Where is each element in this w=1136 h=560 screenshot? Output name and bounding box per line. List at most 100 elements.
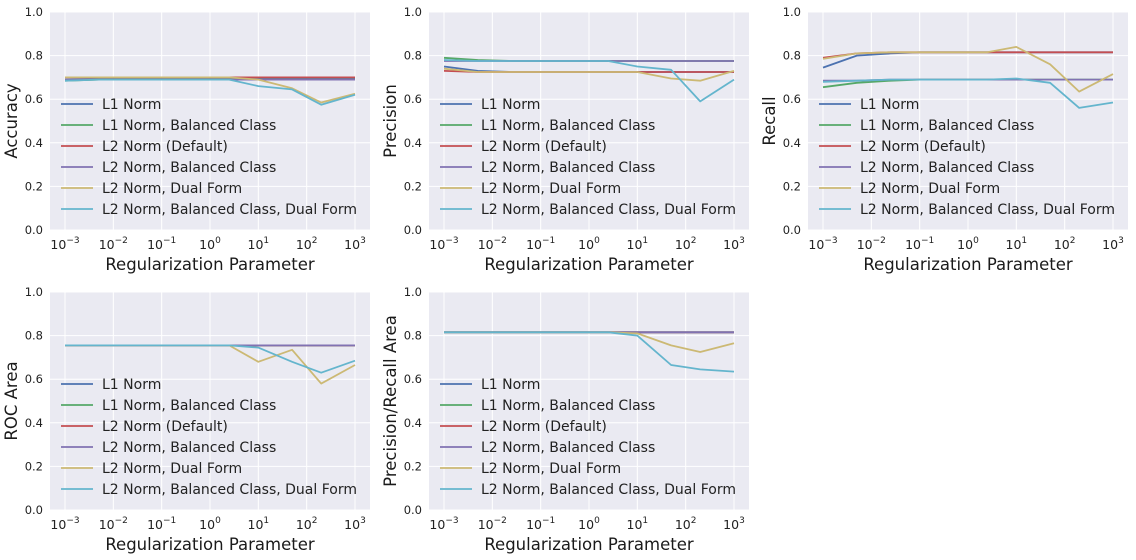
x-axis-label: Regularization Parameter bbox=[484, 535, 694, 554]
legend-label: L2 Norm, Balanced Class, Dual Form bbox=[481, 482, 736, 498]
x-tick-label: 101 bbox=[1006, 236, 1028, 252]
legend-label: L2 Norm, Dual Form bbox=[102, 181, 242, 197]
legend-label: L1 Norm bbox=[102, 97, 161, 113]
legend-label: L2 Norm, Dual Form bbox=[102, 461, 242, 477]
y-tick-label: 0.8 bbox=[783, 49, 801, 63]
y-axis-label: Precision/Recall Area bbox=[381, 315, 400, 487]
y-tick-label: 1.0 bbox=[404, 5, 422, 19]
x-tick-label: 100 bbox=[957, 236, 979, 252]
legend-label: L1 Norm bbox=[102, 377, 161, 393]
legend-label: L2 Norm, Dual Form bbox=[481, 461, 621, 477]
y-axis-label: Precision bbox=[381, 84, 400, 158]
x-tick-label: 10−3 bbox=[429, 236, 458, 252]
series-line bbox=[443, 67, 735, 82]
legend: L1 Norm L1 Norm, Balanced Class L2 Norm (D… bbox=[61, 377, 357, 498]
y-axis-label: ROC Area bbox=[2, 361, 21, 440]
legend-label: L2 Norm (Default) bbox=[860, 139, 986, 155]
x-tick-label: 10−1 bbox=[526, 236, 555, 252]
x-tick-label: 103 bbox=[723, 236, 745, 252]
x-tick-label: 103 bbox=[344, 516, 366, 532]
y-tick-label: 0.6 bbox=[25, 372, 43, 386]
y-tick-label: 0.6 bbox=[783, 92, 801, 106]
x-axis-label: Regularization Parameter bbox=[484, 255, 694, 274]
series-line bbox=[444, 331, 735, 373]
legend-label: L1 Norm, Balanced Class bbox=[481, 118, 655, 134]
x-tick-label: 10−2 bbox=[857, 236, 886, 252]
legend: L1 Norm L1 Norm, Balanced Class L2 Norm (D… bbox=[61, 97, 357, 218]
legend-label: L2 Norm, Balanced Class, Dual Form bbox=[102, 202, 357, 218]
y-tick-label: 1.0 bbox=[783, 5, 801, 19]
x-tick-label: 103 bbox=[344, 236, 366, 252]
x-tick-label: 10−3 bbox=[50, 236, 79, 252]
legend-label: L1 Norm bbox=[481, 97, 540, 113]
subplot-1: 0.0 0.2 0.4 0.6 0.8 1.0 10−3 10−2 10−1 100 101 102 1… bbox=[2, 5, 370, 274]
y-tick-label: 0.2 bbox=[783, 179, 801, 193]
legend: L1 Norm L1 Norm, Balanced Class L2 Norm (D… bbox=[440, 97, 736, 218]
legend-label: L2 Norm, Balanced Class, Dual Form bbox=[860, 202, 1115, 218]
x-axis-label: Regularization Parameter bbox=[863, 255, 1073, 274]
y-tick-label: 0.8 bbox=[25, 49, 43, 63]
subplot-3: 0.0 0.2 0.4 0.6 0.8 1.0 10−3 10−2 10−1 100 101 102 1… bbox=[760, 5, 1128, 274]
y-tick-label: 0.6 bbox=[404, 92, 422, 106]
y-tick-label: 1.0 bbox=[25, 285, 43, 299]
x-axis-label: Regularization Parameter bbox=[105, 535, 315, 554]
y-tick-label: 0.8 bbox=[404, 49, 422, 63]
legend: L1 Norm L1 Norm, Balanced Class L2 Norm (D… bbox=[819, 97, 1115, 218]
y-axis-label: Accuracy bbox=[2, 83, 21, 159]
x-tick-label: 102 bbox=[296, 516, 318, 532]
y-tick-label: 0.0 bbox=[783, 223, 801, 237]
subplot-5: 0.0 0.2 0.4 0.6 0.8 1.0 10−3 10−2 10−1 100 101 102 1… bbox=[381, 285, 749, 554]
x-tick-label: 10−3 bbox=[50, 516, 79, 532]
x-tick-label: 100 bbox=[199, 236, 221, 252]
y-tick-label: 0.4 bbox=[25, 136, 43, 150]
series-line bbox=[822, 77, 1114, 109]
legend-label: L1 Norm, Balanced Class bbox=[481, 398, 655, 414]
y-tick-label: 0.2 bbox=[25, 179, 43, 193]
x-tick-label: 10−1 bbox=[147, 516, 176, 532]
x-tick-label: 10−2 bbox=[478, 516, 507, 532]
y-tick-label: 0.6 bbox=[404, 372, 422, 386]
x-tick-label: 103 bbox=[1102, 236, 1124, 252]
series-line bbox=[822, 46, 1114, 93]
legend-label: L2 Norm, Balanced Class bbox=[481, 440, 655, 456]
y-tick-label: 0.0 bbox=[25, 503, 43, 517]
legend-label: L2 Norm, Balanced Class bbox=[102, 160, 276, 176]
x-axis-label: Regularization Parameter bbox=[105, 255, 315, 274]
x-tick-label: 100 bbox=[199, 516, 221, 532]
legend-label: L2 Norm, Balanced Class bbox=[481, 160, 655, 176]
x-tick-label: 101 bbox=[248, 236, 270, 252]
x-tick-label: 10−3 bbox=[429, 516, 458, 532]
legend-label: L2 Norm (Default) bbox=[102, 139, 228, 155]
x-tick-label: 10−2 bbox=[99, 236, 128, 252]
series-line bbox=[64, 78, 356, 106]
y-tick-label: 0.0 bbox=[25, 223, 43, 237]
legend-label: L2 Norm, Dual Form bbox=[481, 181, 621, 197]
y-tick-label: 0.4 bbox=[25, 416, 43, 430]
y-tick-label: 1.0 bbox=[404, 285, 422, 299]
legend-label: L1 Norm, Balanced Class bbox=[102, 398, 276, 414]
y-tick-label: 0.4 bbox=[783, 136, 801, 150]
series-line bbox=[65, 76, 356, 104]
y-tick-label: 0.0 bbox=[404, 223, 422, 237]
x-tick-label: 101 bbox=[248, 516, 270, 532]
subplot-4: 0.0 0.2 0.4 0.6 0.8 1.0 10−3 10−2 10−1 100 101 102 1… bbox=[2, 285, 370, 554]
x-tick-label: 10−1 bbox=[905, 236, 934, 252]
y-axis-label: Recall bbox=[760, 96, 779, 145]
x-tick-label: 10−2 bbox=[478, 236, 507, 252]
legend: L1 Norm L1 Norm, Balanced Class L2 Norm (D… bbox=[440, 377, 736, 498]
legend-label: L2 Norm, Balanced Class bbox=[102, 440, 276, 456]
y-tick-label: 1.0 bbox=[25, 5, 43, 19]
legend-label: L2 Norm, Balanced Class, Dual Form bbox=[481, 202, 736, 218]
series-line bbox=[64, 77, 355, 81]
x-tick-label: 102 bbox=[1054, 236, 1076, 252]
y-tick-label: 0.4 bbox=[404, 136, 422, 150]
legend-label: L2 Norm, Dual Form bbox=[860, 181, 1000, 197]
x-tick-label: 10−3 bbox=[808, 236, 837, 252]
subplot-2: 0.0 0.2 0.4 0.6 0.8 1.0 10−3 10−2 10−1 100 101 102 1… bbox=[381, 5, 749, 274]
legend-label: L2 Norm, Balanced Class, Dual Form bbox=[102, 482, 357, 498]
x-tick-label: 103 bbox=[723, 516, 745, 532]
y-tick-label: 0.8 bbox=[404, 329, 422, 343]
x-tick-label: 100 bbox=[578, 516, 600, 532]
y-tick-label: 0.4 bbox=[404, 416, 422, 430]
